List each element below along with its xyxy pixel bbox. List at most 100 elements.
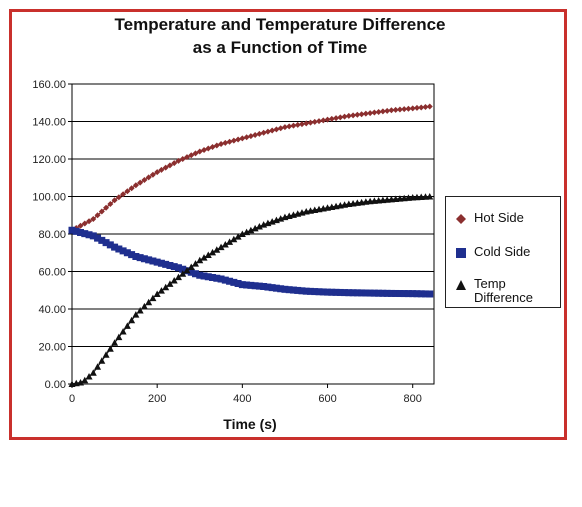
x-tick-label-3: 600: [318, 393, 336, 405]
data-point-hot-side-15: [132, 182, 139, 189]
x-tick-label-2: 400: [233, 393, 251, 405]
data-point-cold-side-0: [68, 226, 76, 234]
diamond-marker-icon: [456, 214, 466, 224]
data-point-temp-difference-21: [157, 287, 165, 294]
y-tick-label-2: 40.00: [38, 304, 66, 316]
legend-label-hot-side: Hot Side: [474, 210, 524, 225]
data-point-temp-difference-31: [200, 254, 208, 261]
data-point-cold-side-22: [162, 260, 170, 268]
chart-title: Temperature and Temperature Difference a…: [50, 13, 510, 59]
data-point-cold-side-65: [345, 289, 353, 297]
data-point-cold-side-67: [353, 289, 361, 297]
data-point-hot-side-66: [350, 112, 357, 119]
data-point-hot-side-41: [243, 134, 250, 141]
data-point-temp-difference-23: [166, 280, 174, 287]
data-point-hot-side-26: [179, 156, 186, 162]
data-point-hot-side-80: [409, 105, 416, 112]
data-point-cold-side-55: [302, 287, 310, 295]
data-point-hot-side-72: [375, 108, 382, 115]
data-point-cold-side-64: [341, 289, 349, 297]
data-point-temp-difference-38: [230, 235, 238, 243]
data-point-hot-side-84: [426, 103, 433, 110]
data-point-hot-side-83: [422, 103, 429, 110]
data-point-temp-difference-22: [162, 283, 170, 291]
data-point-hot-side-76: [392, 106, 399, 113]
data-point-hot-side-56: [307, 119, 314, 126]
data-point-cold-side-76: [392, 289, 400, 297]
data-point-cold-side-51: [285, 286, 293, 294]
data-point-temp-difference-44: [255, 223, 263, 230]
data-point-temp-difference-84: [426, 193, 434, 200]
data-point-cold-side-17: [140, 255, 148, 263]
chart-title-line-1: Temperature and Temperature Difference: [114, 15, 446, 34]
x-axis-label: Time (s): [223, 416, 277, 432]
data-point-temp-difference-5: [89, 369, 97, 376]
data-point-hot-side-65: [345, 112, 352, 119]
data-point-cold-side-15: [132, 253, 140, 260]
data-point-temp-difference-16: [136, 307, 144, 314]
data-point-hot-side-52: [290, 122, 297, 129]
data-point-temp-difference-20: [153, 290, 161, 297]
data-point-cold-side-36: [221, 276, 229, 284]
data-point-cold-side-19: [149, 257, 157, 265]
x-tick-label-1: 200: [148, 393, 166, 405]
data-point-hot-side-69: [362, 110, 369, 117]
data-point-temp-difference-11: [115, 333, 123, 341]
square-marker-icon: [456, 248, 466, 258]
data-point-temp-difference-43: [251, 224, 259, 232]
data-point-cold-side-31: [200, 272, 208, 280]
data-point-cold-side-24: [170, 263, 178, 271]
data-point-cold-side-9: [106, 241, 114, 249]
data-point-hot-side-14: [128, 185, 135, 192]
data-point-cold-side-68: [358, 289, 366, 297]
data-point-temp-difference-37: [226, 238, 234, 245]
data-point-temp-difference-2: [77, 379, 85, 386]
data-point-hot-side-75: [388, 107, 395, 114]
data-point-hot-side-47: [269, 127, 276, 134]
data-point-hot-side-10: [111, 197, 118, 204]
data-point-hot-side-6: [94, 212, 101, 219]
data-point-hot-side-57: [311, 118, 318, 125]
data-point-hot-side-11: [115, 194, 122, 201]
data-point-cold-side-14: [128, 251, 136, 259]
data-point-cold-side-16: [136, 254, 144, 262]
data-point-cold-side-57: [311, 288, 319, 296]
data-point-cold-side-52: [289, 286, 297, 294]
data-point-temp-difference-19: [149, 294, 157, 302]
data-point-cold-side-25: [174, 264, 182, 272]
data-point-hot-side-51: [286, 123, 293, 130]
data-point-cold-side-20: [153, 258, 161, 266]
series-line-hot-side: [71, 105, 430, 231]
data-point-cold-side-18: [145, 256, 153, 264]
data-point-cold-side-71: [370, 289, 378, 297]
data-point-hot-side-46: [264, 128, 271, 135]
data-point-cold-side-53: [294, 286, 302, 294]
data-point-temp-difference-41: [243, 228, 251, 236]
data-point-hot-side-27: [183, 154, 190, 161]
data-point-cold-side-58: [315, 288, 323, 296]
data-point-hot-side-81: [413, 104, 420, 111]
data-point-hot-side-60: [324, 116, 331, 123]
data-point-temp-difference-18: [145, 298, 153, 306]
data-point-cold-side-79: [404, 290, 412, 298]
data-point-cold-side-82: [417, 290, 425, 298]
data-point-cold-side-78: [400, 290, 408, 298]
data-point-cold-side-39: [234, 280, 242, 287]
legend-label-cold-side: Cold Side: [474, 244, 531, 259]
data-point-cold-side-23: [166, 262, 174, 269]
data-point-cold-side-73: [379, 289, 387, 297]
data-point-hot-side-63: [337, 114, 344, 121]
y-tick-label-0: 0.00: [45, 379, 66, 391]
data-point-cold-side-74: [383, 289, 391, 297]
legend-label-temp-difference: Temp Difference: [474, 276, 534, 305]
data-point-temp-difference-32: [204, 251, 212, 258]
data-point-cold-side-44: [255, 282, 263, 290]
data-point-cold-side-13: [123, 249, 131, 257]
data-point-hot-side-22: [162, 164, 169, 171]
data-point-cold-side-63: [336, 288, 344, 296]
data-point-temp-difference-28: [187, 263, 195, 270]
data-point-cold-side-66: [349, 289, 357, 297]
data-point-temp-difference-29: [192, 260, 200, 267]
data-point-cold-side-70: [366, 289, 374, 297]
